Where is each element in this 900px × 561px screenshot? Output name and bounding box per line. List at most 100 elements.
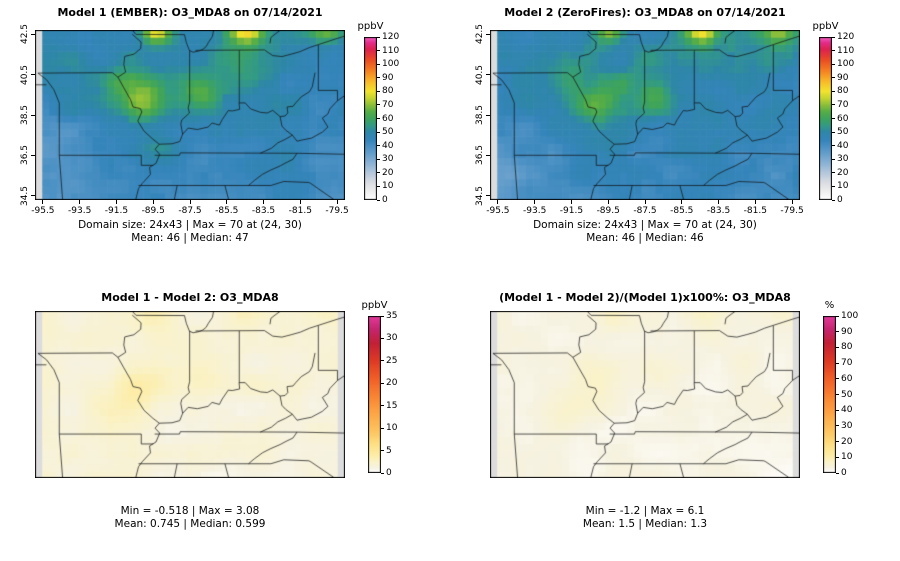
tick-mark xyxy=(381,472,384,474)
tick-mark xyxy=(152,200,154,204)
tick-mark xyxy=(377,77,380,79)
stats-line-2: Mean: 46 | Median: 46 xyxy=(586,232,704,244)
colorbar-tick-label: 80 xyxy=(382,86,394,97)
colorbar-tick-label: 30 xyxy=(382,154,394,165)
y-tick-label: 36.5 xyxy=(20,145,30,166)
colorbar-tick-label: 35 xyxy=(386,311,398,321)
colorbar-tick-label: 90 xyxy=(837,72,849,83)
colorbar-tick-label: 60 xyxy=(837,113,849,124)
stats-line-2: Mean: 46 | Median: 47 xyxy=(131,232,249,244)
colorbar-tick-label: 110 xyxy=(837,45,855,56)
x-tick-label: -91.5 xyxy=(559,206,584,216)
tick-mark xyxy=(836,362,839,364)
tick-mark xyxy=(226,200,228,204)
tick-mark xyxy=(836,425,839,427)
x-tick-label: -83.5 xyxy=(251,206,276,216)
colorbar-tick-label: 0 xyxy=(837,195,843,205)
y-tick-label: 42.5 xyxy=(475,24,485,45)
x-tick-label: -95.5 xyxy=(486,206,510,216)
tick-mark xyxy=(31,33,35,35)
tick-mark xyxy=(42,200,44,204)
tick-mark xyxy=(377,145,380,147)
colorbar-tick-label: 10 xyxy=(386,423,398,434)
colorbar-tick-label: 110 xyxy=(382,45,400,56)
tick-mark xyxy=(832,145,835,147)
tick-mark xyxy=(377,50,380,52)
tick-mark xyxy=(754,200,756,204)
colorbar-tick-label: 40 xyxy=(382,140,394,151)
stats-caption: Domain size: 24x43 | Max = 70 at (24, 30… xyxy=(35,219,345,245)
x-tick-label: -79.5 xyxy=(780,206,804,216)
colorbar-tick-label: 10 xyxy=(841,452,853,463)
colorbar-tick-label: 120 xyxy=(837,32,855,42)
tick-mark xyxy=(832,199,835,201)
tick-mark xyxy=(299,200,301,204)
tick-mark xyxy=(486,114,490,116)
colorbar-tick-label: 20 xyxy=(386,378,398,389)
tick-mark xyxy=(31,195,35,197)
stats-caption: Domain size: 24x43 | Max = 70 at (24, 30… xyxy=(490,219,800,245)
colorbar-tick-label: 0 xyxy=(841,468,847,478)
panel-title-difference: Model 1 - Model 2: O3_MDA8 xyxy=(101,291,279,304)
tick-mark xyxy=(377,63,380,65)
stats-line-1: Min = -1.2 | Max = 6.1 xyxy=(585,505,705,517)
colorbar-tick-label: 40 xyxy=(841,405,853,416)
x-tick-label: -93.5 xyxy=(68,206,92,216)
tick-mark xyxy=(570,200,572,204)
colorbar-tick-label: 25 xyxy=(386,355,398,366)
colorbar-tick-label: 0 xyxy=(386,468,392,478)
colorbar-canvas-m2 xyxy=(819,37,832,200)
tick-mark xyxy=(832,158,835,160)
y-tick-label: 42.5 xyxy=(20,24,30,45)
tick-mark xyxy=(377,185,380,187)
tick-mark xyxy=(381,427,384,429)
colorbar-tick-label: 20 xyxy=(382,167,394,178)
colorbar-tick-label: 0 xyxy=(382,195,388,205)
colorbar-unit-label: ppbV xyxy=(361,300,388,311)
tick-mark xyxy=(381,450,384,452)
colorbar-unit-label: ppbV xyxy=(357,21,384,32)
map-canvas-m3 xyxy=(35,311,345,478)
x-tick-label: -85.5 xyxy=(670,206,694,216)
tick-mark xyxy=(718,200,720,204)
colorbar-tick-label: 50 xyxy=(837,127,849,138)
map-canvas-m4 xyxy=(490,311,800,478)
x-tick-label: -91.5 xyxy=(104,206,129,216)
tick-mark xyxy=(31,114,35,116)
tick-mark xyxy=(79,200,81,204)
tick-mark xyxy=(836,315,839,317)
y-tick-label: 34.5 xyxy=(475,185,485,206)
colorbar-tick-label: 90 xyxy=(841,326,853,337)
colorbar-tick-label: 70 xyxy=(841,358,853,369)
tick-mark xyxy=(832,172,835,174)
colorbar-tick-label: 120 xyxy=(382,32,400,42)
colorbar-tick-label: 10 xyxy=(382,181,394,192)
tick-mark xyxy=(836,456,839,458)
panel-title-model2: Model 2 (ZeroFires): O3_MDA8 on 07/14/20… xyxy=(504,6,786,19)
tick-mark xyxy=(836,331,839,333)
colorbar-tick-label: 5 xyxy=(386,445,392,456)
x-tick-label: -81.5 xyxy=(743,206,767,216)
tick-mark xyxy=(377,104,380,106)
tick-mark xyxy=(381,315,384,317)
tick-mark xyxy=(377,158,380,160)
colorbar-canvas-m3 xyxy=(368,316,381,473)
colorbar-tick-label: 60 xyxy=(382,113,394,124)
tick-mark xyxy=(832,63,835,65)
y-tick-label: 38.5 xyxy=(20,104,30,126)
tick-mark xyxy=(377,90,380,92)
tick-mark xyxy=(832,185,835,187)
y-tick-label: 38.5 xyxy=(475,104,485,126)
tick-mark xyxy=(486,195,490,197)
colorbar-canvas-m1 xyxy=(364,37,377,200)
tick-mark xyxy=(486,74,490,76)
tick-mark xyxy=(836,394,839,395)
tick-mark xyxy=(832,118,835,119)
map-canvas-m1 xyxy=(35,30,345,200)
tick-mark xyxy=(115,200,117,204)
panel-title-model1: Model 1 (EMBER): O3_MDA8 on 07/14/2021 xyxy=(57,6,323,19)
colorbar-tick-label: 100 xyxy=(841,311,859,321)
colorbar-tick-label: 30 xyxy=(841,420,853,431)
tick-mark xyxy=(534,200,536,204)
